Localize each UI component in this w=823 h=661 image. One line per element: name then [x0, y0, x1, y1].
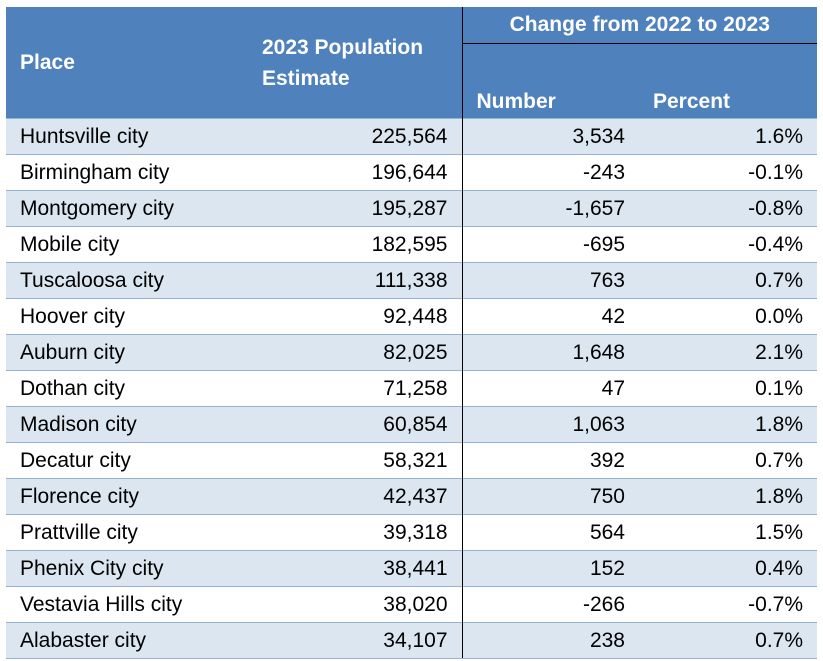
cell-place: Madison city: [6, 406, 249, 443]
cell-place: Birmingham city: [6, 154, 249, 191]
table-row: Prattville city 39,318 564 1.5%: [6, 514, 818, 551]
cell-place: Hoover city: [6, 298, 249, 335]
cell-change-percent: 0.0%: [639, 298, 818, 335]
cell-population: 92,448: [249, 298, 462, 335]
cell-population: 34,107: [249, 622, 462, 659]
table-row: Alabaster city 34,107 238 0.7%: [6, 622, 818, 659]
cell-place: Florence city: [6, 478, 249, 515]
cell-change-number: 750: [461, 478, 639, 515]
cell-place: Alabaster city: [6, 622, 249, 659]
cell-change-number: -695: [461, 226, 639, 263]
cell-change-percent: 0.4%: [639, 550, 818, 587]
header-number: Number: [461, 43, 639, 119]
header-row-sub: Number Percent: [6, 43, 818, 119]
cell-population: 195,287: [249, 190, 462, 227]
cell-population: 58,321: [249, 442, 462, 479]
table-header: Place 2023 Population Estimate Change fr…: [6, 7, 818, 119]
cell-change-number: 1,063: [461, 406, 639, 443]
table-row: Birmingham city 196,644 -243 -0.1%: [6, 154, 818, 191]
cell-place: Decatur city: [6, 442, 249, 479]
header-row-group: Place 2023 Population Estimate Change fr…: [6, 7, 818, 119]
cell-change-percent: 0.1%: [639, 370, 818, 407]
table-row: Decatur city 58,321 392 0.7%: [6, 442, 818, 479]
cell-change-percent: 0.7%: [639, 262, 818, 299]
cell-population: 38,020: [249, 586, 462, 623]
table-row: Montgomery city 195,287 -1,657 -0.8%: [6, 190, 818, 227]
cell-change-percent: -0.7%: [639, 586, 818, 623]
cell-population: 196,644: [249, 154, 462, 191]
population-table: Place 2023 Population Estimate Change fr…: [6, 7, 818, 659]
cell-place: Tuscaloosa city: [6, 262, 249, 299]
cell-population: 60,854: [249, 406, 462, 443]
cell-place: Dothan city: [6, 370, 249, 407]
cell-change-percent: -0.8%: [639, 190, 818, 227]
cell-change-percent: 0.7%: [639, 622, 818, 659]
cell-population: 42,437: [249, 478, 462, 515]
cell-place: Vestavia Hills city: [6, 586, 249, 623]
population-table-container: Place 2023 Population Estimate Change fr…: [6, 7, 818, 659]
cell-place: Phenix City city: [6, 550, 249, 587]
cell-change-percent: 1.8%: [639, 406, 818, 443]
cell-change-percent: 0.7%: [639, 442, 818, 479]
table-row: Dothan city 71,258 47 0.1%: [6, 370, 818, 407]
cell-change-number: 564: [461, 514, 639, 551]
table-row: Hoover city 92,448 42 0.0%: [6, 298, 818, 335]
cell-change-number: 42: [461, 298, 639, 335]
cell-change-number: 763: [461, 262, 639, 299]
cell-place: Huntsville city: [6, 118, 249, 155]
cell-change-number: -266: [461, 586, 639, 623]
cell-change-number: 152: [461, 550, 639, 587]
cell-change-number: -243: [461, 154, 639, 191]
table-row: Tuscaloosa city 111,338 763 0.7%: [6, 262, 818, 299]
header-population: 2023 Population Estimate: [249, 7, 462, 119]
table-row: Auburn city 82,025 1,648 2.1%: [6, 334, 818, 371]
cell-population: 182,595: [249, 226, 462, 263]
cell-place: Mobile city: [6, 226, 249, 263]
cell-change-percent: 1.8%: [639, 478, 818, 515]
cell-change-number: 47: [461, 370, 639, 407]
header-population-line2: Estimate: [262, 66, 350, 90]
table-row: Phenix City city 38,441 152 0.4%: [6, 550, 818, 587]
cell-population: 71,258: [249, 370, 462, 407]
table-row: Florence city 42,437 750 1.8%: [6, 478, 818, 515]
table-row: Madison city 60,854 1,063 1.8%: [6, 406, 818, 443]
cell-population: 111,338: [249, 262, 462, 299]
cell-population: 39,318: [249, 514, 462, 551]
cell-change-percent: 1.6%: [639, 118, 818, 155]
cell-place: Prattville city: [6, 514, 249, 551]
table-row: Huntsville city 225,564 3,534 1.6%: [6, 118, 818, 155]
table-row: Mobile city 182,595 -695 -0.4%: [6, 226, 818, 263]
table-body: Huntsville city 225,564 3,534 1.6% Birmingha…: [6, 118, 818, 659]
cell-change-number: 3,534: [461, 118, 639, 155]
table-row: Vestavia Hills city 38,020 -266 -0.7%: [6, 586, 818, 623]
cell-population: 38,441: [249, 550, 462, 587]
cell-change-percent: -0.4%: [639, 226, 818, 263]
cell-place: Auburn city: [6, 334, 249, 371]
cell-change-percent: 1.5%: [639, 514, 818, 551]
cell-population: 82,025: [249, 334, 462, 371]
header-place: Place: [6, 7, 249, 119]
cell-change-number: 392: [461, 442, 639, 479]
cell-change-number: -1,657: [461, 190, 639, 227]
cell-change-number: 1,648: [461, 334, 639, 371]
cell-place: Montgomery city: [6, 190, 249, 227]
header-change-group: Change from 2022 to 2023: [461, 7, 818, 44]
cell-change-percent: -0.1%: [639, 154, 818, 191]
header-percent: Percent: [639, 43, 818, 119]
cell-change-number: 238: [461, 622, 639, 659]
cell-change-percent: 2.1%: [639, 334, 818, 371]
header-population-line1: 2023 Population: [262, 35, 424, 59]
cell-population: 225,564: [249, 118, 462, 155]
